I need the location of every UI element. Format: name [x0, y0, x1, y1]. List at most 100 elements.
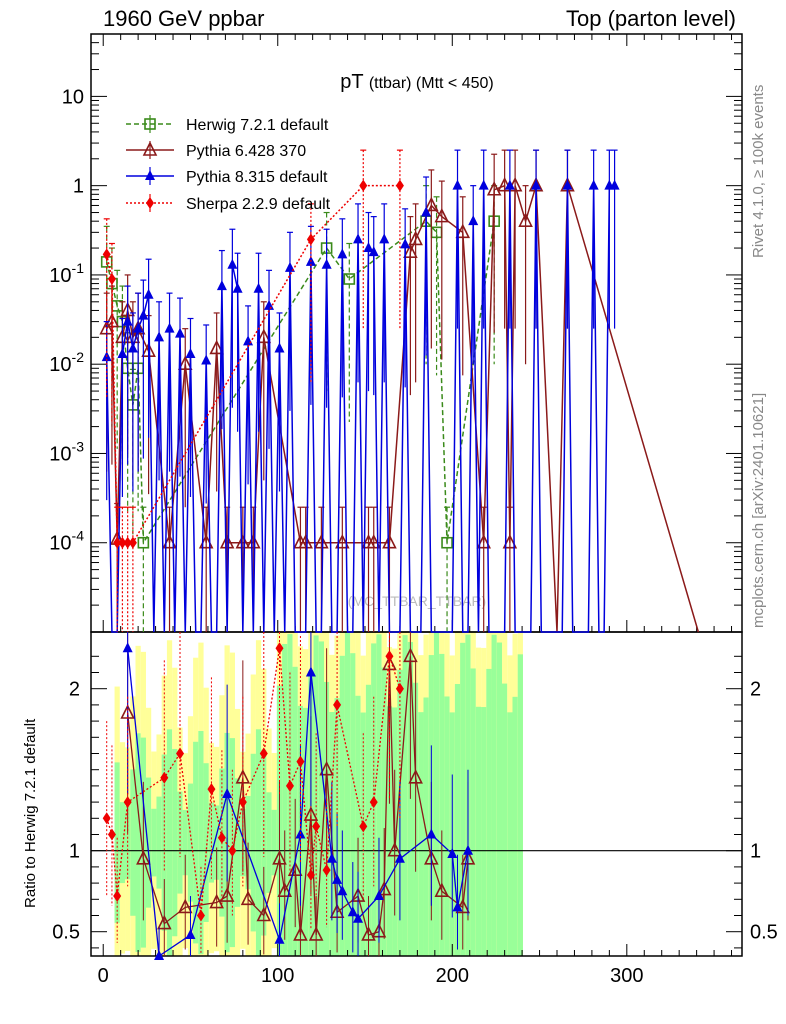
ratio-band-green [433, 632, 440, 956]
data-point [118, 536, 127, 549]
data-point [353, 233, 364, 244]
ratio-data-point [387, 841, 402, 857]
data-point [408, 230, 423, 246]
ratio-band-green [344, 632, 351, 956]
legend-marker [142, 141, 158, 156]
data-point [243, 335, 254, 346]
data-point [137, 536, 150, 549]
ratio-band-green [512, 696, 518, 956]
ratio-data-point [452, 901, 463, 912]
ratio-data-point [287, 861, 303, 876]
data-point [366, 533, 382, 549]
ratio-band-green [496, 642, 503, 956]
ratio-band-green [386, 706, 393, 956]
data-point [256, 328, 272, 344]
ratio-band-green [418, 712, 424, 956]
data-point [104, 312, 120, 328]
ratio-band-green [145, 777, 152, 908]
ratio-band-green [193, 741, 199, 944]
ratio-band-green [423, 697, 429, 956]
data-point [102, 248, 111, 261]
ratio-data-point [426, 828, 437, 839]
ratio-data-point [306, 869, 315, 881]
ratio-band-green [407, 641, 414, 956]
header-left: 1960 GeV ppbar [103, 6, 265, 31]
data-point [468, 215, 479, 226]
data-point [175, 327, 186, 338]
ratio-data-point [272, 850, 287, 865]
y-tick-label: 10-4 [49, 528, 84, 555]
data-point [201, 354, 212, 365]
data-point [246, 533, 261, 549]
data-point [314, 533, 329, 549]
ratio-data-point [394, 852, 405, 863]
ratio-band-green [355, 695, 361, 956]
ratio-data-point [275, 642, 284, 655]
ratio-data-point [305, 666, 316, 677]
data-point [455, 223, 471, 239]
x-tick-label: 300 [610, 965, 643, 987]
ratio-data-point [333, 698, 342, 711]
ratio-data-point [177, 898, 193, 914]
ratio-band-green [318, 641, 324, 956]
ratio-data-point [347, 906, 358, 917]
ratio-data-point [107, 828, 116, 841]
data-point [518, 212, 533, 227]
data-point [502, 533, 518, 549]
ratio-band-green [255, 729, 262, 956]
series-line [105, 184, 615, 633]
legend-label: Pythia 6.428 370 [186, 143, 306, 160]
data-point [368, 246, 379, 257]
ratio-data-point [122, 642, 133, 653]
ratio-data-point [296, 755, 305, 768]
data-point [133, 322, 144, 333]
ratio-data-point [102, 812, 111, 825]
ratio-y-tick-label: 1 [69, 841, 80, 863]
ratio-data-point [228, 844, 237, 857]
ratio-data-point [154, 950, 165, 960]
data-point [154, 331, 165, 342]
legend-label: Sherpa 2.2.9 default [186, 196, 331, 213]
ratio-band-green [402, 635, 408, 956]
ratio-band-green [439, 653, 445, 956]
series-line [105, 184, 400, 544]
ratio-band-green [271, 809, 277, 876]
data-point [219, 533, 235, 549]
ratio-band-green [151, 808, 157, 877]
data-point [128, 536, 137, 549]
data-point [343, 273, 356, 285]
data-point [123, 536, 132, 549]
ratio-band-green [470, 668, 476, 956]
data-point [117, 348, 128, 359]
y-tick-label: 10-3 [49, 438, 84, 465]
ratio-band-green [187, 783, 194, 902]
ratio-data-point [385, 650, 394, 663]
ratio-band-green [287, 634, 293, 956]
y-tick-label: 10-2 [49, 349, 84, 376]
data-point [306, 233, 315, 246]
ratio-data-point [332, 873, 343, 884]
ratio-y-tick-label: 0.5 [52, 922, 80, 944]
data-point [107, 273, 116, 286]
ratio-band-green [234, 778, 241, 907]
data-point [143, 288, 154, 299]
data-point [588, 179, 599, 190]
ratio-band-green [481, 707, 487, 956]
ratio-band-green [444, 696, 450, 956]
ratio-data-point [222, 788, 233, 798]
ratio-band-green [166, 729, 173, 956]
data-point [382, 533, 397, 549]
data-point [421, 206, 432, 217]
data-point [363, 242, 374, 253]
ratio-band-green [130, 769, 136, 916]
ratio-band-green [460, 642, 466, 956]
legend-marker [145, 170, 155, 180]
data-point [138, 309, 149, 320]
ratio-data-point [353, 912, 364, 923]
ratio-data-point [217, 831, 226, 844]
ratio-data-point [209, 893, 224, 909]
ratio-band-green [214, 805, 220, 880]
chart-title: pT (ttbar) (Mtt < 450) [340, 71, 493, 93]
data-point [476, 533, 491, 549]
ratio-band-green [250, 753, 256, 932]
